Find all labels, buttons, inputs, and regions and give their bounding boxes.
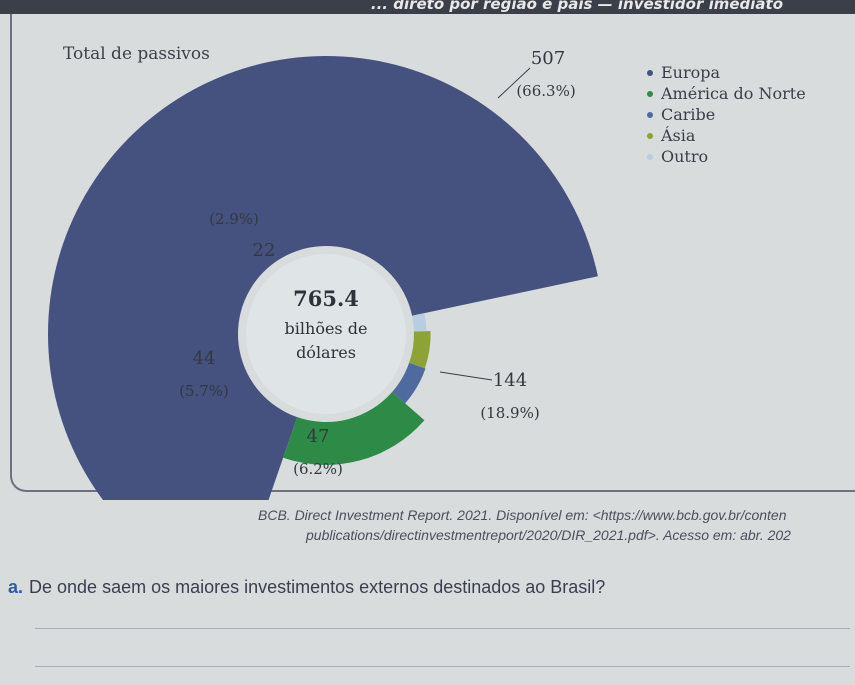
answer-line[interactable] xyxy=(35,666,850,667)
legend-dot-icon xyxy=(647,153,653,160)
answer-line[interactable] xyxy=(35,628,850,629)
value-label--sia: 44 xyxy=(193,348,216,369)
percent-label-am-rica-do-norte: (18.9%) xyxy=(480,404,539,422)
legend: Europa América do Norte Caribe Ásia Outro xyxy=(647,62,806,167)
source-line-1: BCB. Direct Investment Report. 2021. Dis… xyxy=(258,507,787,523)
legend-item-europa: Europa xyxy=(647,62,806,83)
legend-dot-icon xyxy=(647,132,653,139)
center-total-value: 765.4 xyxy=(293,286,359,311)
slice-europa xyxy=(48,56,598,500)
percent-label--sia: (5.7%) xyxy=(179,382,229,400)
legend-item-outro: Outro xyxy=(647,146,806,167)
legend-label: América do Norte xyxy=(661,84,806,103)
legend-dot-icon xyxy=(647,90,653,97)
legend-label: Europa xyxy=(661,63,721,82)
slice--sia xyxy=(409,331,431,369)
question-marker: a. xyxy=(8,577,24,597)
slice-am-rica-do-norte xyxy=(283,392,425,465)
percent-label-caribe: (6.2%) xyxy=(293,460,343,478)
legend-item-caribe: Caribe xyxy=(647,104,806,125)
percent-label-europa: (66.3%) xyxy=(516,82,575,100)
value-label-europa: 507 xyxy=(531,48,565,69)
percent-label-outro: (2.9%) xyxy=(209,210,259,228)
leader-line xyxy=(439,371,493,381)
legend-label: Outro xyxy=(661,147,709,166)
chart-frame xyxy=(10,14,855,492)
value-label-am-rica-do-norte: 144 xyxy=(493,370,527,391)
legend-label: Caribe xyxy=(661,105,716,124)
question-text: De onde saem os maiores investimentos ex… xyxy=(29,577,606,597)
slice-outro xyxy=(412,313,427,332)
legend-dot-icon xyxy=(647,69,653,76)
chart-title: Total de passivos xyxy=(63,44,210,64)
top-header-band: ... direto por região e país — investido… xyxy=(0,0,855,14)
legend-item--sia: Ásia xyxy=(647,125,806,146)
leader-line xyxy=(497,67,531,99)
pie-chart: 765.4 bilhões de dólares 507 (66.3%) 144 (1… xyxy=(48,48,598,500)
value-label-outro: 22 xyxy=(253,240,276,261)
center-disc xyxy=(246,254,406,414)
legend-item-am-rica-do-norte: América do Norte xyxy=(647,83,806,104)
source-line-2: publications/directinvestmentreport/2020… xyxy=(306,527,791,543)
slice-caribe xyxy=(392,362,426,404)
legend-dot-icon xyxy=(647,111,653,118)
question: a. De onde saem os maiores investimentos … xyxy=(8,577,605,598)
legend-label: Ásia xyxy=(661,126,696,145)
center-unit-line2: dólares xyxy=(296,343,356,362)
source-citation: BCB. Direct Investment Report. 2021. Dis… xyxy=(258,505,855,545)
center-unit-line1: bilhões de xyxy=(285,319,368,338)
value-label-caribe: 47 xyxy=(307,426,330,447)
header-band-text: ... direto por região e país — investido… xyxy=(370,0,783,13)
